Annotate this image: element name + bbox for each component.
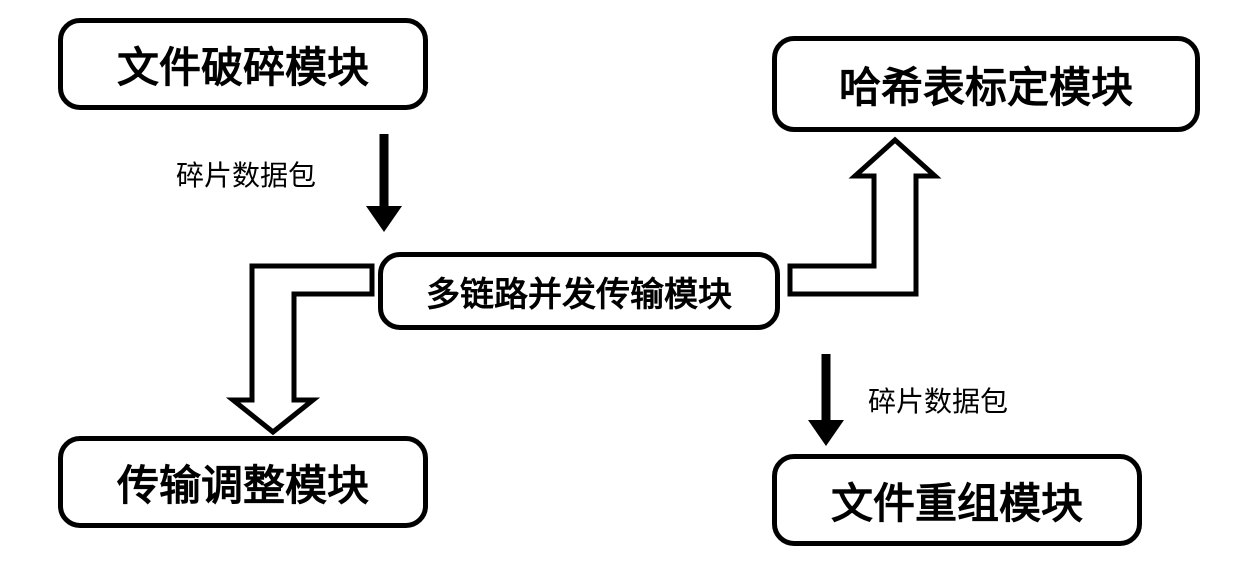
arrow-fragment-to-transmit	[366, 134, 402, 232]
node-file-reassemble-module: 文件重组模块	[772, 454, 1142, 546]
node-label: 文件破碎模块	[117, 34, 369, 95]
node-label: 文件重组模块	[831, 470, 1083, 531]
node-label: 哈希表标定模块	[839, 54, 1133, 115]
edge-label-transmit-to-reassemble: 碎片数据包	[868, 380, 1008, 420]
arrow-hash-to-transmit	[790, 140, 935, 294]
arrow-transmit-to-reassemble	[808, 354, 844, 446]
node-file-fragment-module: 文件破碎模块	[58, 18, 428, 110]
edge-label-fragment-to-transmit: 碎片数据包	[176, 154, 316, 194]
diagram-canvas: 文件破碎模块 哈希表标定模块 多链路并发传输模块 传输调整模块 文件重组模块 碎…	[0, 0, 1240, 564]
node-label: 传输调整模块	[117, 452, 369, 513]
node-multilink-transmit-module: 多链路并发传输模块	[378, 252, 780, 330]
node-transmit-adjust-module: 传输调整模块	[58, 436, 428, 528]
node-label: 多链路并发传输模块	[426, 267, 732, 316]
node-hash-calibration-module: 哈希表标定模块	[772, 36, 1200, 132]
arrow-transmit-to-adjust	[233, 266, 372, 432]
